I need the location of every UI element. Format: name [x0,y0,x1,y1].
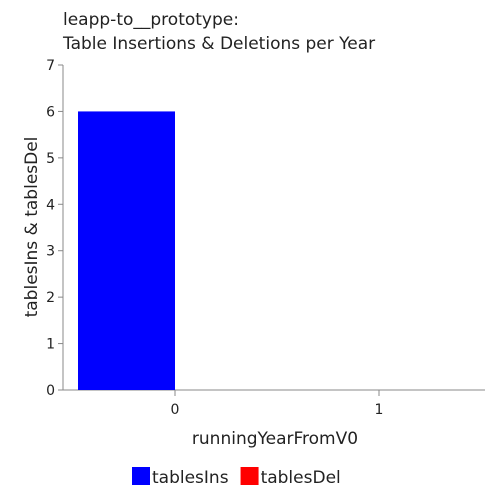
legend-swatch-tablesIns [132,467,150,485]
x-tick-label: 1 [375,402,384,418]
y-tick-label: 2 [46,290,55,306]
y-tick-label: 7 [46,58,55,74]
legend: tablesIns tablesDel [132,467,341,488]
legend-swatch-tablesDel [240,467,259,485]
bars [78,111,175,390]
y-tick-label: 6 [46,104,55,120]
y-tick-label: 0 [46,383,55,399]
y-axis-label: tablesIns & tablesDel [22,137,42,318]
y-tick-label: 1 [46,337,55,353]
y-tick-label: 3 [46,244,55,260]
legend-label-tablesIns: tablesIns [152,468,229,488]
y-tick-label: 4 [46,197,55,213]
y-tick-label: 5 [46,151,55,167]
legend-label-tablesDel: tablesDel [261,468,341,488]
chart-title: leapp-to__prototype: [63,10,239,30]
y-axis: 0 1 2 3 4 5 6 7 [46,58,64,399]
bar-tablesIns-0 [78,111,175,390]
x-axis-label: runningYearFromV0 [192,429,358,449]
chart-subtitle: Table Insertions & Deletions per Year [62,34,375,54]
x-tick-label: 0 [171,402,180,418]
